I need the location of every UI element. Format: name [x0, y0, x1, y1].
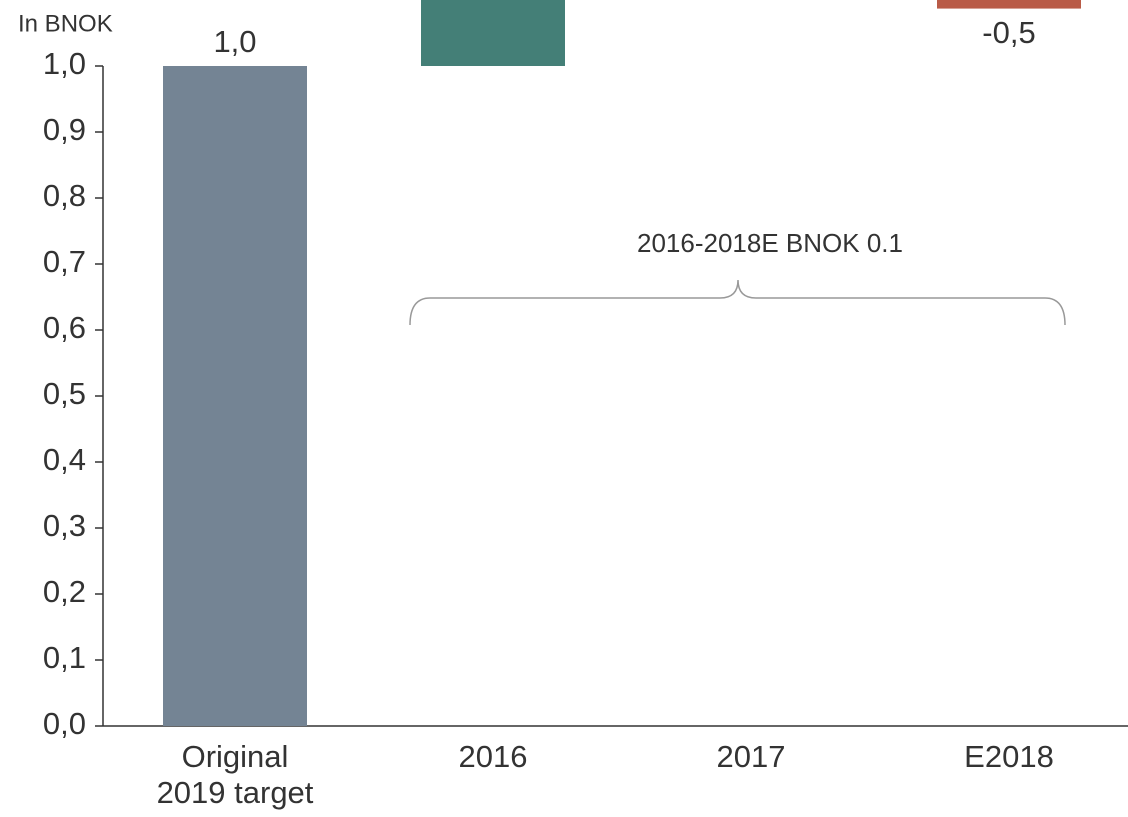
axis-label: In BNOK [18, 10, 113, 37]
y-tick-label: 0,4 [43, 442, 86, 477]
y-tick-label: 0,2 [43, 574, 86, 609]
bar [163, 66, 307, 726]
x-tick-label: E2018 [964, 739, 1054, 774]
x-tick-label: 2016 [458, 739, 528, 774]
bar [421, 0, 565, 66]
y-tick-label: 0,6 [43, 310, 86, 345]
y-tick-label: 0,8 [43, 178, 86, 213]
x-tick-label: 2017 [716, 739, 786, 774]
y-tick-label: 0,1 [43, 640, 86, 675]
annotation: 2016-2018E BNOK 0.1 [637, 228, 903, 258]
value-label: -0,5 [982, 15, 1035, 50]
y-tick-label: 0,9 [43, 112, 86, 147]
y-tick-label: 0,5 [43, 376, 86, 411]
y-tick-label: 0,7 [43, 244, 86, 279]
x-tick-label: Original 2019 target [156, 739, 314, 810]
y-tick-label: 0,0 [43, 706, 86, 741]
value-label: 1,0 [213, 24, 256, 59]
y-tick-label: 0,3 [43, 508, 86, 543]
brace [409, 279, 1066, 326]
bar [937, 0, 1081, 9]
y-tick-label: 1,0 [43, 46, 86, 81]
